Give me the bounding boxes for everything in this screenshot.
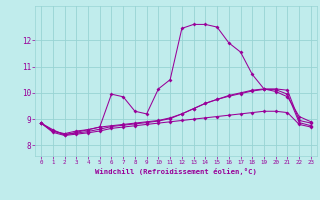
X-axis label: Windchill (Refroidissement éolien,°C): Windchill (Refroidissement éolien,°C) (95, 168, 257, 175)
